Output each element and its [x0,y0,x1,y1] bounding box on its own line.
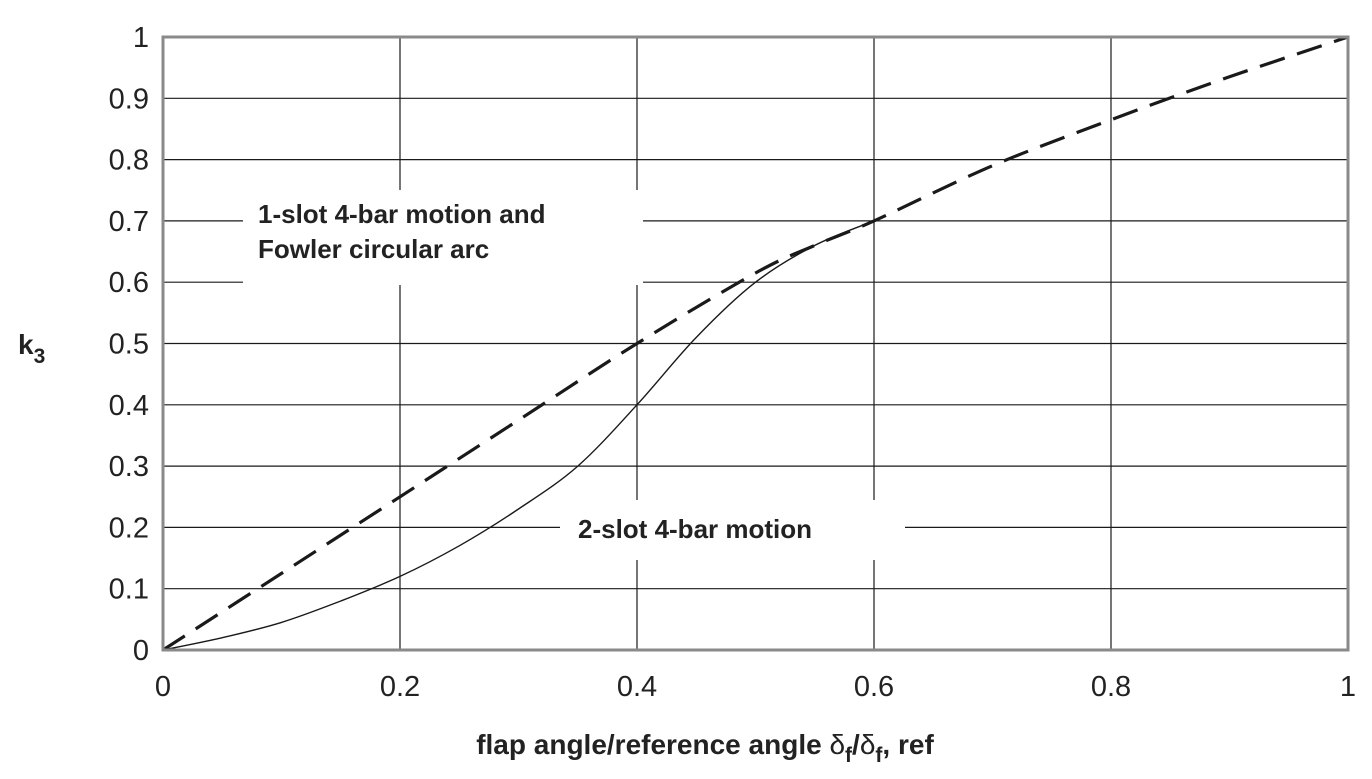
x-tick-label: 0.4 [617,671,657,703]
series-dashed-line [162,35,1349,652]
x-tick-label: 0.8 [1091,671,1131,703]
y-tick-label: 0 [133,635,149,667]
y-tick-label: 0.3 [109,451,149,483]
y-axis-label-sub: 3 [34,345,46,368]
x-tick-label: 0.6 [854,671,894,703]
y-tick-label: 0.7 [109,206,149,238]
annotations: 1-slot 4-bar motion and Fowler circular a… [243,190,905,560]
y-tick-label: 0.6 [109,267,149,299]
x-axis-label-slash: / [852,729,860,760]
series-solid-line [162,220,875,651]
y-tick-label: 0.4 [109,390,149,422]
annotation-backing [560,500,905,560]
x-axis-label-tail: , ref [882,729,934,760]
annotation-backing [243,190,643,285]
annotation-label: Fowler circular arc [258,234,489,264]
x-axis-label-sub1: f [845,744,853,767]
tick-labels: 0 0.1 0.2 0.3 0.4 0.5 0.6 0.7 0.8 0.9 1 0 0.2 0.4 0.6 0… [109,22,1356,703]
x-axis-label-delta2: δ [860,729,876,760]
x-axis-label-sub2: f [875,744,883,767]
y-tick-label: 0.8 [109,145,149,177]
x-tick-label: 1 [1340,671,1356,703]
y-tick-label: 0.1 [109,574,149,606]
y-tick-label: 0.9 [109,83,149,115]
series-layer [162,35,1349,652]
x-tick-label: 0.2 [380,671,420,703]
x-axis-label: flap angle/reference angle δf/δf, ref [476,729,934,767]
y-tick-label: 0.2 [109,512,149,544]
y-tick-label: 1 [133,22,149,54]
x-axis-label-main: flap angle/reference angle [476,729,829,760]
y-axis-label: k3 [18,329,45,368]
x-tick-label: 0 [155,671,171,703]
y-axis-label-main: k [18,329,34,360]
annotation-label: 2-slot 4-bar motion [578,514,812,544]
x-axis-label-delta1: δ [829,729,845,760]
plot-frame [161,35,1350,652]
annotation-label: 1-slot 4-bar motion and [258,199,545,229]
y-tick-label: 0.5 [109,329,149,361]
